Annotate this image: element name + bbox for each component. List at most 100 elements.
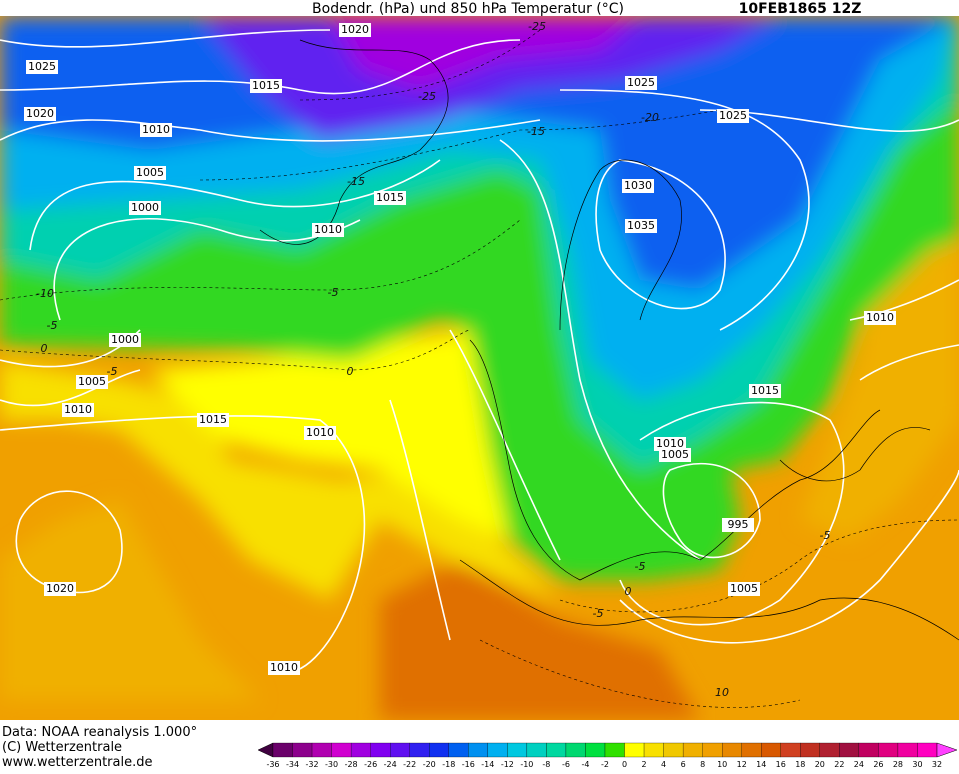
footer-line: (C) Wetterzentrale — [2, 740, 122, 755]
isobar-label: 1020 — [46, 582, 74, 595]
isobar-label: 1005 — [730, 582, 758, 595]
colorbar-cell — [370, 742, 391, 758]
isotherm-label: 0 — [347, 365, 354, 378]
colorbar-cell — [819, 742, 840, 758]
colorbar-cell — [897, 742, 918, 758]
colorbar-label: -32 — [306, 760, 319, 769]
isobar-label-box — [268, 661, 300, 675]
colorbar-label: 2 — [642, 760, 647, 769]
isotherm-label: -25 — [418, 90, 436, 103]
isotherm-label: -5 — [47, 319, 58, 332]
colorbar-cell — [624, 742, 645, 758]
colorbar-label: 26 — [873, 760, 883, 769]
colorbar-label: -4 — [581, 760, 589, 769]
isotherm-label: -15 — [527, 125, 545, 138]
colorbar-cell — [585, 742, 606, 758]
isotherm-label: -15 — [347, 175, 365, 188]
isobar-label-box — [62, 403, 94, 417]
isobar-label-box — [864, 311, 896, 325]
colorbar-cell — [761, 742, 781, 758]
isobar-label: 995 — [728, 518, 749, 531]
colorbar-label: -12 — [501, 760, 514, 769]
colorbar-cell — [780, 742, 801, 758]
isobar-label: 1000 — [111, 333, 139, 346]
colorbar-cell — [643, 742, 664, 758]
colorbar-label: 8 — [700, 760, 705, 769]
colorbar-label: -16 — [462, 760, 475, 769]
isobar-label-box — [312, 223, 344, 237]
isotherm-label: 0 — [41, 342, 48, 355]
colorbar-label: -22 — [403, 760, 416, 769]
isobar-label: 1010 — [306, 426, 334, 439]
colorbar-label: -20 — [423, 760, 436, 769]
isobar-label-box — [722, 518, 754, 532]
colorbar-label: 18 — [795, 760, 805, 769]
colorbar-label: 12 — [737, 760, 747, 769]
isobar-label: 1010 — [866, 311, 894, 324]
isotherms — [0, 29, 959, 708]
colorbar-cell — [604, 742, 625, 758]
colorbar-cell — [917, 742, 938, 758]
isotherm-label: -10 — [36, 287, 54, 300]
isobar-label-box — [654, 437, 686, 451]
isobar-label-box — [622, 179, 654, 193]
isobar-label-box — [24, 107, 56, 121]
isotherm-label: -5 — [593, 607, 604, 620]
colorbar-label: -28 — [345, 760, 358, 769]
colorbar-label: 0 — [622, 760, 627, 769]
isobar-label-box — [625, 219, 657, 233]
isotherm-label: -5 — [635, 560, 646, 573]
footer-line: www.wetterzentrale.de — [2, 755, 152, 770]
isobar-label-box — [304, 426, 336, 440]
colorbar-cell — [722, 742, 742, 758]
isobar-label: 1025 — [28, 60, 56, 73]
footer-line: Data: NOAA reanalysis 1.000° — [2, 725, 197, 740]
isotherm-label: 10 — [715, 686, 729, 699]
colorbar-cell — [858, 742, 879, 758]
isobar-label: 1000 — [131, 201, 159, 214]
isotherm-label: -5 — [107, 365, 118, 378]
isobar-label: 1005 — [136, 166, 164, 179]
isotherm-label: -5 — [820, 529, 831, 542]
isobar-label: 1020 — [26, 107, 54, 120]
colorbar-arrow — [257, 742, 274, 758]
colorbar-label: 4 — [661, 760, 666, 769]
colorbar-cell — [448, 742, 469, 758]
isotherm-label: 0 — [625, 585, 632, 598]
colorbar-label: -26 — [364, 760, 377, 769]
isobar-label-box — [140, 123, 172, 137]
colorbar-cell — [350, 742, 371, 758]
colorbar-label: 20 — [815, 760, 825, 769]
colorbar-label: -10 — [520, 760, 533, 769]
colorbar-cell — [839, 742, 860, 758]
isobar-label-box — [749, 384, 781, 398]
colorbar-cell — [546, 742, 567, 758]
colorbar-cell — [800, 742, 820, 758]
isobar-label: 1015 — [252, 79, 280, 92]
colorbar-cell — [565, 742, 586, 758]
colorbar-label: -14 — [481, 760, 494, 769]
isobar-label: 1015 — [199, 413, 227, 426]
isobar-label-box — [339, 23, 371, 37]
isobar-label-box — [625, 76, 657, 90]
isobar-label-box — [109, 333, 141, 347]
colorbar-label: 32 — [932, 760, 942, 769]
colorbar: -36 -34 -32 -30 -28 -26 -24 -22 -20 -18 -16 -14 -12-… — [257, 742, 958, 769]
isotherm-label: -20 — [641, 111, 659, 124]
isobar-label-box — [44, 582, 76, 596]
colorbar-label: -8 — [542, 760, 550, 769]
colorbar-label: -2 — [601, 760, 609, 769]
isobar-label: 1005 — [661, 448, 689, 461]
colorbar-cell — [663, 742, 684, 758]
isobar-label: 1015 — [751, 384, 779, 397]
colorbar-label: -6 — [562, 760, 570, 769]
isobar-label-box — [134, 166, 166, 180]
colorbar-label: 16 — [776, 760, 786, 769]
temperature-field — [0, 16, 959, 720]
colorbar-label: 6 — [681, 760, 686, 769]
colorbar-label: -24 — [384, 760, 397, 769]
isobar-label-box — [129, 201, 161, 215]
colorbar-cell — [311, 742, 332, 758]
isobar-label: 1030 — [624, 179, 652, 192]
